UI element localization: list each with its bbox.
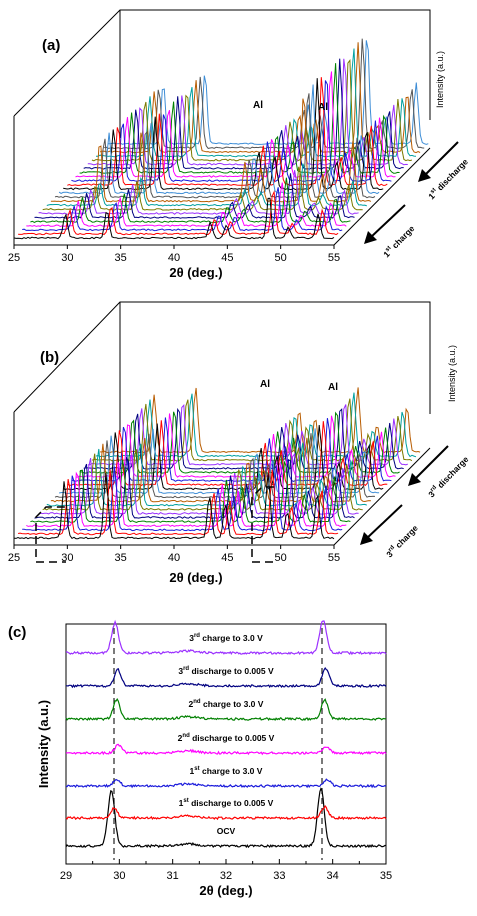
- panel-b-trace: [18, 469, 339, 536]
- panel-b-trace: [30, 459, 351, 523]
- panel-b-trace: [13, 473, 335, 540]
- panel-a-trace: [79, 63, 400, 174]
- panel-a-tick-label: 45: [221, 252, 233, 264]
- panel-b-trace: [26, 462, 347, 528]
- panel-c-tick-label: 33: [273, 870, 285, 882]
- panel-b-charge-arrow: 3rd charge: [360, 504, 420, 560]
- panel-b-depth-axis: [333, 447, 431, 546]
- panel-c-series-label: 3rd discharge to 0.005 V: [178, 666, 274, 676]
- panel-b-x-ticks: 25 30 35 40 45 50 55: [8, 545, 340, 564]
- panel-c-x-ticks: 29 30 31 32 33 34 35: [60, 859, 392, 882]
- panel-b-back-frame: [13, 301, 431, 414]
- panel-a-al-label-2: Al: [318, 102, 328, 113]
- panel-a-depth-axis: [333, 147, 431, 246]
- panel-c-tick-label: 35: [380, 870, 392, 882]
- panel-c-series-label: 1st discharge to 0.005 V: [179, 798, 274, 808]
- panel-a-discharge-arrow: 1st discharge: [418, 141, 470, 201]
- panel-b-al-label-2: Al: [328, 382, 338, 393]
- panel-c-trace: [65, 698, 387, 722]
- panel-a-tick-label: 25: [8, 252, 20, 264]
- panel-b-discharge-arrow: 3rd discharge: [408, 445, 471, 499]
- panel-a-tick-label: 35: [115, 252, 127, 264]
- panel-b-tick-label: 55: [328, 552, 340, 564]
- panel-a-al-label-1: Al: [253, 100, 263, 111]
- panel-a-trace: [67, 77, 388, 187]
- panel-a-tick-label: 55: [328, 252, 340, 264]
- panel-b-z-label: Intensity (a.u.): [447, 345, 457, 402]
- panel-a-tick-label: 40: [168, 252, 180, 264]
- panel-c-y-label: Intensity (a.u.): [36, 700, 51, 788]
- panel-a-x-label: 2θ (deg.): [169, 265, 222, 280]
- panel-a-tick-label: 30: [61, 252, 73, 264]
- panel-c-series-label: OCV: [217, 826, 236, 836]
- panel-a-charge-text: 1st charge: [381, 223, 416, 259]
- panel-a-trace: [71, 80, 392, 182]
- panel-a: (a) 25 30 35 40 45 50 55 2θ (deg.) Intensity (…: [8, 9, 470, 280]
- panel-a-trace: [46, 163, 367, 207]
- panel-c-trace: [65, 805, 387, 821]
- panel-b-zoom-box-right: [251, 486, 276, 563]
- panel-c-traces: [65, 619, 387, 849]
- panel-b-trace: [34, 457, 355, 519]
- panel-b-tick-label: 40: [168, 552, 180, 564]
- panel-a-trace: [34, 173, 355, 219]
- panel-b-al-label-1: Al: [260, 379, 270, 390]
- panel-b-tick-label: 50: [275, 552, 287, 564]
- panel-a-discharge-text: 1st discharge: [426, 156, 470, 201]
- panel-a-trace: [42, 166, 363, 211]
- panel-b-label: (b): [40, 349, 59, 366]
- panel-c-tick-label: 34: [327, 870, 339, 882]
- panel-a-back-frame: [13, 9, 431, 120]
- panel-c-series-label: 3rd charge to 3.0 V: [189, 633, 263, 643]
- panel-a-trace: [63, 78, 384, 191]
- panel-b-trace: [22, 466, 343, 532]
- panel-c-series-labels: OCV 1st discharge to 0.005 V 1st charge to…: [178, 633, 275, 836]
- panel-a-trace: [75, 71, 396, 178]
- panel-c-x-label: 2θ (deg.): [199, 883, 252, 898]
- panel-a-trace: [38, 170, 359, 215]
- panel-a-trace: [30, 177, 351, 223]
- panel-c-series-label: 2nd discharge to 0.005 V: [178, 733, 275, 743]
- panel-b-x-label: 2θ (deg.): [169, 570, 222, 585]
- panel-a-z-label: Intensity (a.u.): [435, 51, 445, 108]
- panel-b-traces: [13, 387, 421, 540]
- panel-c-series-label: 1st charge to 3.0 V: [190, 766, 263, 776]
- panel-a-traces: [13, 38, 429, 240]
- panel-a-trace: [91, 58, 413, 162]
- panel-b-charge-text: 3rd charge: [384, 523, 420, 560]
- panel-b-tick-label: 45: [221, 552, 233, 564]
- panel-c-reference-lines: [113, 628, 323, 860]
- panel-c-series-label: 2nd charge to 3.0 V: [189, 699, 264, 709]
- panel-a-trace: [13, 197, 335, 240]
- panel-b-trace: [38, 452, 359, 515]
- panel-c: (c) OCV 1st discharge to 0.005 V 1st charg…: [8, 619, 392, 898]
- panel-c-tick-label: 29: [60, 870, 72, 882]
- panel-b-tick-label: 30: [61, 552, 73, 564]
- panel-a-trace: [96, 48, 417, 158]
- panel-a-trace: [26, 182, 347, 228]
- panel-b-tick-label: 25: [8, 552, 20, 564]
- panel-a-tick-label: 50: [275, 252, 287, 264]
- panel-c-tick-label: 30: [113, 870, 125, 882]
- panel-a-x-ticks: 25 30 35 40 45 50 55: [8, 245, 340, 264]
- panel-c-tick-label: 31: [167, 870, 179, 882]
- panel-c-tick-label: 32: [220, 870, 232, 882]
- panel-c-trace: [66, 667, 387, 689]
- panel-a-trace: [18, 190, 339, 236]
- panel-a-label: (a): [42, 37, 60, 54]
- panel-c-trace: [65, 778, 387, 789]
- panel-b-zoom-box-left: [35, 506, 66, 563]
- panel-a-charge-arrow: 1st charge: [364, 204, 417, 259]
- panel-c-trace: [65, 619, 387, 656]
- panel-b: (b) 25 30 35 40 45 50 55 2θ (deg.) Intensity (…: [8, 301, 471, 585]
- panel-c-trace: [65, 787, 386, 849]
- panel-c-label: (c): [8, 624, 26, 641]
- panel-c-trace: [65, 743, 387, 756]
- panel-b-tick-label: 35: [115, 552, 127, 564]
- panel-b-trace: [42, 447, 363, 511]
